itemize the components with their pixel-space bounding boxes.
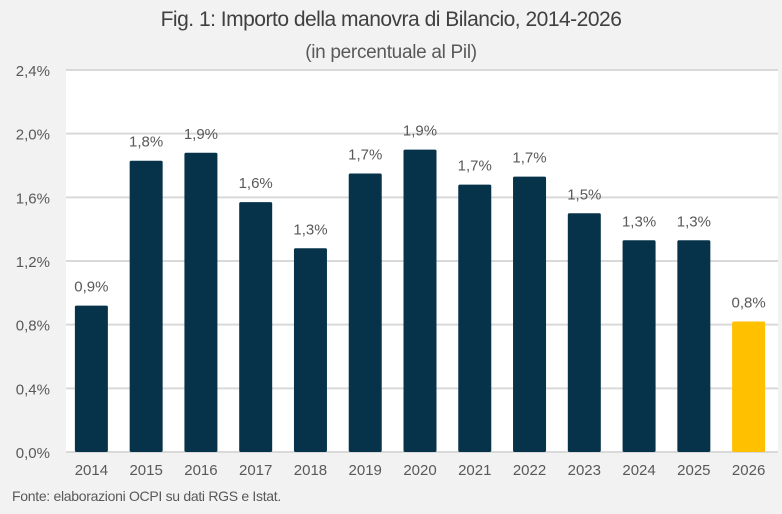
bar-2015 xyxy=(129,160,163,452)
bar-2016 xyxy=(184,152,218,452)
x-tick-label: 2026 xyxy=(732,462,765,479)
data-label: 1,9% xyxy=(184,126,218,143)
y-tick-label: 0,4% xyxy=(16,381,50,398)
bar-2021 xyxy=(458,184,492,452)
x-tick-label: 2022 xyxy=(513,462,546,479)
bar-2024 xyxy=(622,240,656,452)
data-label: 0,9% xyxy=(74,279,108,296)
y-tick-label: 2,4% xyxy=(16,63,50,80)
bar-2017 xyxy=(239,202,273,452)
source-note: Fonte: elaborazioni OCPI su dati RGS e I… xyxy=(12,488,281,504)
x-tick-label: 2021 xyxy=(458,462,491,479)
bar-2014 xyxy=(74,305,108,452)
x-tick-label: 2016 xyxy=(184,462,217,479)
bar-2026 xyxy=(732,321,766,452)
y-tick-label: 1,6% xyxy=(16,190,50,207)
x-tick-label: 2020 xyxy=(403,462,436,479)
data-label: 1,3% xyxy=(293,221,327,238)
bar-2022 xyxy=(513,176,547,452)
data-label: 1,7% xyxy=(348,146,382,163)
x-tick-label: 2018 xyxy=(294,462,327,479)
x-tick-label: 2024 xyxy=(622,462,655,479)
chart-subtitle: (in percentuale al Pil) xyxy=(305,42,477,63)
data-label: 1,8% xyxy=(129,134,163,151)
data-label: 1,7% xyxy=(512,150,546,167)
data-label: 1,9% xyxy=(403,123,437,140)
bar-2023 xyxy=(567,213,601,452)
data-label: 1,7% xyxy=(458,158,492,175)
bar-2018 xyxy=(293,248,327,452)
data-label: 1,3% xyxy=(622,213,656,230)
y-tick-label: 2,0% xyxy=(16,127,50,144)
bar-2020 xyxy=(403,149,437,453)
x-tick-label: 2017 xyxy=(239,462,272,479)
chart-title: Fig. 1: Importo della manovra di Bilanci… xyxy=(160,8,622,31)
x-tick-label: 2019 xyxy=(349,462,382,479)
bar-2025 xyxy=(677,240,711,452)
x-tick-label: 2023 xyxy=(568,462,601,479)
x-tick-label: 2014 xyxy=(75,462,108,479)
x-tick-label: 2025 xyxy=(677,462,710,479)
y-tick-label: 1,2% xyxy=(16,254,50,271)
data-label: 1,6% xyxy=(239,175,273,192)
bar-2019 xyxy=(348,173,382,453)
data-label: 0,8% xyxy=(732,294,766,311)
y-tick-label: 0,8% xyxy=(16,318,50,335)
data-label: 1,5% xyxy=(567,186,601,203)
data-label: 1,3% xyxy=(677,213,711,230)
y-tick-label: 0,0% xyxy=(16,445,50,462)
x-tick-label: 2015 xyxy=(129,462,162,479)
